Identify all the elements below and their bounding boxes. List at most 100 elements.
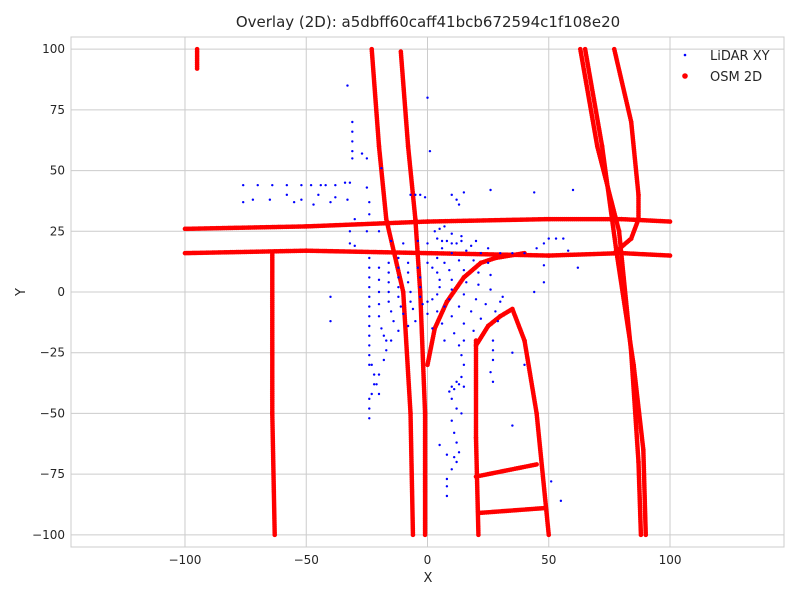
lidar-point — [474, 239, 478, 243]
lidar-point — [452, 431, 456, 435]
lidar-point — [469, 310, 473, 313]
lidar-point — [351, 130, 354, 133]
lidar-point — [387, 261, 390, 265]
lidar-point — [433, 230, 436, 233]
lidar-point — [431, 266, 434, 269]
lidar-point — [426, 312, 429, 316]
lidar-point — [399, 305, 403, 308]
lidar-point — [416, 239, 419, 243]
lidar-point — [406, 271, 410, 274]
lidar-point — [324, 183, 327, 187]
lidar-point — [511, 351, 514, 354]
lidar-point — [312, 203, 315, 206]
lidar-point — [462, 339, 466, 342]
lidar-point — [348, 230, 352, 233]
y-tick-label: −25 — [40, 346, 65, 360]
lidar-point — [554, 237, 558, 240]
lidar-point — [351, 120, 354, 124]
plot-area — [70, 36, 785, 548]
osm-point — [422, 532, 428, 538]
lidar-point — [348, 181, 352, 184]
lidar-point — [419, 276, 422, 279]
lidar-point — [479, 251, 483, 255]
lidar-point — [436, 256, 439, 260]
lidar-point — [389, 339, 393, 342]
lidar-point — [389, 239, 393, 243]
lidar-point — [368, 417, 371, 420]
lidar-point — [368, 285, 371, 289]
lidar-point — [241, 200, 245, 204]
lidar-point — [365, 157, 369, 160]
lidar-point — [469, 244, 473, 248]
lidar-point — [409, 290, 412, 294]
lidar-point — [285, 193, 289, 197]
lidar-point — [271, 183, 274, 187]
lidar-point — [426, 96, 429, 99]
lidar-point — [251, 198, 255, 201]
lidar-point — [368, 295, 371, 299]
lidar-point — [452, 387, 456, 391]
lidar-point — [414, 319, 417, 323]
lidar-point — [496, 319, 500, 323]
lidar-point — [365, 186, 369, 189]
lidar-point — [389, 310, 393, 313]
lidar-point — [353, 217, 356, 221]
x-tick-label: −50 — [294, 553, 319, 567]
grid-lines — [71, 37, 784, 547]
lidar-point — [416, 266, 419, 269]
lidar-point — [368, 363, 371, 367]
lidar-point — [397, 329, 400, 333]
lidar-point — [448, 268, 451, 272]
lidar-point — [368, 276, 371, 279]
y-tick-label: 75 — [50, 103, 65, 117]
x-tick-label: −100 — [168, 553, 201, 567]
lidar-point — [329, 295, 332, 299]
lidar-point — [428, 149, 432, 153]
lidar-point — [438, 443, 441, 447]
lidar-point — [387, 290, 390, 294]
lidar-point — [351, 149, 354, 153]
y-tick-label: −50 — [40, 406, 65, 420]
lidar-point — [457, 305, 461, 308]
lidar-point — [445, 485, 449, 488]
lidar-point — [542, 242, 546, 245]
lidar-point — [450, 288, 453, 291]
lidar-point — [450, 242, 453, 245]
lidar-point — [372, 383, 376, 386]
lidar-point — [334, 183, 337, 187]
lidar-point — [462, 293, 466, 296]
lidar-point — [368, 353, 371, 357]
lidar-point — [419, 193, 422, 197]
lidar-point — [477, 271, 480, 274]
lidar-point — [348, 242, 352, 245]
lidar-point — [385, 349, 388, 352]
lidar-point — [397, 266, 400, 269]
lidar-point — [377, 315, 381, 318]
lidar-point — [474, 298, 478, 301]
lidar-point — [397, 295, 400, 299]
y-axis-label: Y — [14, 288, 29, 297]
lidar-point — [443, 261, 446, 265]
osm-point — [546, 532, 552, 538]
lidar-point — [460, 375, 463, 379]
lidar-point — [523, 251, 526, 255]
lidar-point — [549, 480, 553, 483]
lidar-point — [406, 324, 410, 328]
lidar-point — [450, 397, 453, 401]
lidar-point — [533, 290, 536, 294]
osm-point — [643, 532, 649, 538]
legend-marker-lidar-xy — [683, 53, 687, 57]
lidar-point — [450, 315, 453, 318]
osm-point — [476, 532, 481, 538]
lidar-point — [559, 499, 563, 503]
lidar-point — [423, 196, 427, 199]
lidar-point — [460, 353, 463, 357]
lidar-point — [377, 266, 381, 269]
lidar-point — [346, 84, 349, 87]
lidar-point — [346, 198, 349, 201]
lidar-point — [382, 358, 386, 362]
lidar-point — [368, 324, 371, 328]
lidar-point — [462, 322, 466, 325]
lidar-point — [402, 312, 405, 316]
osm-point — [272, 532, 278, 538]
